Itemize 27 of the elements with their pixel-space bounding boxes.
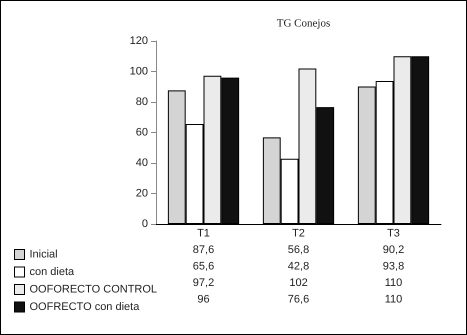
y-tick-label: 120 [130,35,148,47]
data-label: 90,2 [382,244,404,256]
y-tick-label: 80 [136,96,148,108]
data-label: 96 [197,294,210,306]
y-tick-label: 40 [136,157,148,169]
legend-label: con dieta [30,266,76,278]
data-label: 93,8 [382,260,404,272]
x-tick-label: T1 [197,228,210,240]
data-label: 102 [289,277,308,289]
y-tick-label: 60 [136,126,148,138]
x-tick-label: T2 [292,228,305,240]
data-label: 56,8 [288,244,310,256]
data-label: 42,8 [288,260,310,272]
data-label: 110 [384,277,402,289]
data-label: 110 [384,294,402,306]
legend-label: OOFORECTO CONTROL [30,284,158,296]
legend-label: OOFRECTO con dieta [30,301,140,313]
y-tick-label: 0 [142,218,148,230]
y-tick-label: 100 [130,66,148,78]
data-label: 87,6 [192,244,214,256]
data-label: 65,6 [192,260,214,272]
chart-title: TG Conejos [276,18,330,30]
y-tick-label: 20 [136,188,148,200]
data-label: 76,6 [288,294,310,306]
data-label: 97,2 [192,277,214,289]
x-tick-label: T3 [387,228,400,240]
legend-label: Inicial [30,248,58,260]
